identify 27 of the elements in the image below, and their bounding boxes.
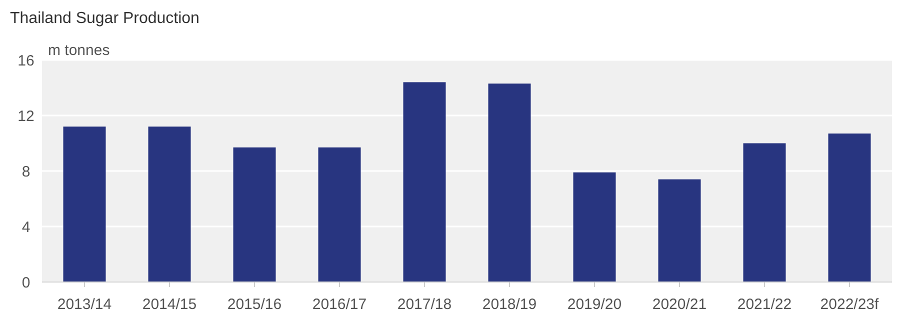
y-axis-title: m tonnes	[48, 42, 110, 59]
bar	[403, 82, 446, 282]
bar	[573, 172, 616, 282]
bar	[233, 147, 276, 282]
bar	[63, 126, 106, 282]
x-tick-label: 2022/23f	[820, 296, 880, 313]
y-tick-label: 8	[22, 163, 30, 180]
x-tick-label: 2021/22	[737, 296, 792, 313]
x-tick-label: 2015/16	[227, 296, 282, 313]
x-tick-label: 2013/14	[57, 296, 112, 313]
chart-title: Thailand Sugar Production	[10, 10, 200, 27]
x-tick-label: 2014/15	[142, 296, 197, 313]
bar	[318, 147, 361, 282]
x-tick-label: 2018/19	[482, 296, 537, 313]
x-tick-label: 2017/18	[397, 296, 452, 313]
y-tick-label: 0	[22, 274, 30, 292]
bar	[148, 126, 191, 282]
y-tick-label: 12	[18, 108, 34, 125]
bar	[743, 143, 786, 282]
bar	[488, 84, 531, 282]
x-tick-label: 2019/20	[567, 296, 622, 313]
y-tick-label: 4	[22, 218, 30, 236]
x-tick-label: 2020/21	[652, 296, 707, 313]
bar	[658, 179, 701, 282]
y-tick-label: 16	[18, 52, 34, 70]
x-tick-label: 2016/17	[312, 296, 367, 313]
bar	[828, 134, 871, 282]
